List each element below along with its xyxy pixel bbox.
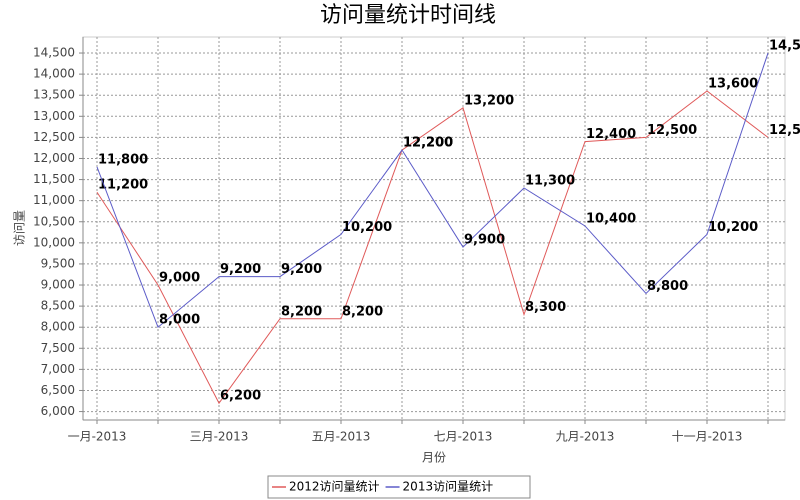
y-tick-label: 7,500	[41, 341, 75, 355]
series-line	[96, 90, 769, 405]
y-tick-label: 10,000	[33, 235, 75, 249]
data-label: 8,200	[281, 304, 322, 319]
data-label: 12,200	[403, 136, 453, 151]
data-label: 12,500	[647, 123, 697, 138]
plot-area	[82, 36, 786, 421]
y-tick-label: 13,000	[33, 109, 75, 123]
data-label: 11,800	[98, 152, 148, 167]
x-tick-label: 十一月-2013	[672, 430, 743, 444]
data-label: 13,600	[708, 76, 758, 91]
y-axis-label: 访问量	[13, 210, 27, 246]
y-tick-label: 8,500	[41, 299, 75, 313]
data-label: 10,400	[586, 211, 636, 226]
data-label: 11,300	[525, 174, 575, 189]
data-label: 12,400	[586, 127, 636, 142]
y-tick-label: 8,000	[41, 320, 75, 334]
data-label: 14,500	[769, 39, 800, 54]
x-tick-label: 九月-2013	[556, 430, 615, 444]
data-label: 13,200	[464, 93, 514, 108]
y-tick-label: 13,500	[33, 88, 75, 102]
data-label: 8,800	[647, 279, 688, 294]
y-tick-label: 11,000	[33, 193, 75, 207]
data-label: 10,200	[342, 220, 392, 235]
y-tick-label: 6,500	[41, 383, 75, 397]
y-tick-label: 11,500	[33, 172, 75, 186]
data-label: 8,000	[159, 313, 200, 328]
data-label: 6,200	[220, 389, 261, 404]
data-label: 9,900	[464, 233, 505, 248]
data-label: 9,000	[159, 271, 200, 286]
data-label: 12,500	[769, 123, 800, 138]
y-tick-label: 9,000	[41, 278, 75, 292]
y-tick-label: 10,500	[33, 214, 75, 228]
y-tick-label: 14,000	[33, 67, 75, 81]
y-tick-label: 9,500	[41, 256, 75, 270]
data-label: 8,200	[342, 304, 383, 319]
data-label: 10,200	[708, 220, 758, 235]
data-label: 12,200	[403, 136, 453, 151]
y-tick-label: 7,000	[41, 362, 75, 376]
x-tick-label: 三月-2013	[190, 430, 249, 444]
series-line	[96, 52, 769, 329]
chart-title: 访问量统计时间线	[320, 3, 496, 28]
data-label: 8,300	[525, 300, 566, 315]
legend-label: 2013访问量统计	[403, 480, 494, 494]
data-label: 9,200	[281, 262, 322, 277]
y-tick-label: 14,500	[33, 46, 75, 60]
x-axis-label: 月份	[422, 451, 446, 465]
x-tick-label: 五月-2013	[312, 430, 371, 444]
legend-label: 2012访问量统计	[289, 480, 380, 494]
y-tick-label: 6,000	[41, 404, 75, 418]
data-label: 9,200	[220, 262, 261, 277]
x-tick-label: 七月-2013	[434, 430, 493, 444]
data-label: 11,200	[98, 178, 148, 193]
y-tick-label: 12,500	[33, 130, 75, 144]
y-tick-label: 12,000	[33, 151, 75, 165]
x-tick-label: 一月-2013	[68, 430, 127, 444]
